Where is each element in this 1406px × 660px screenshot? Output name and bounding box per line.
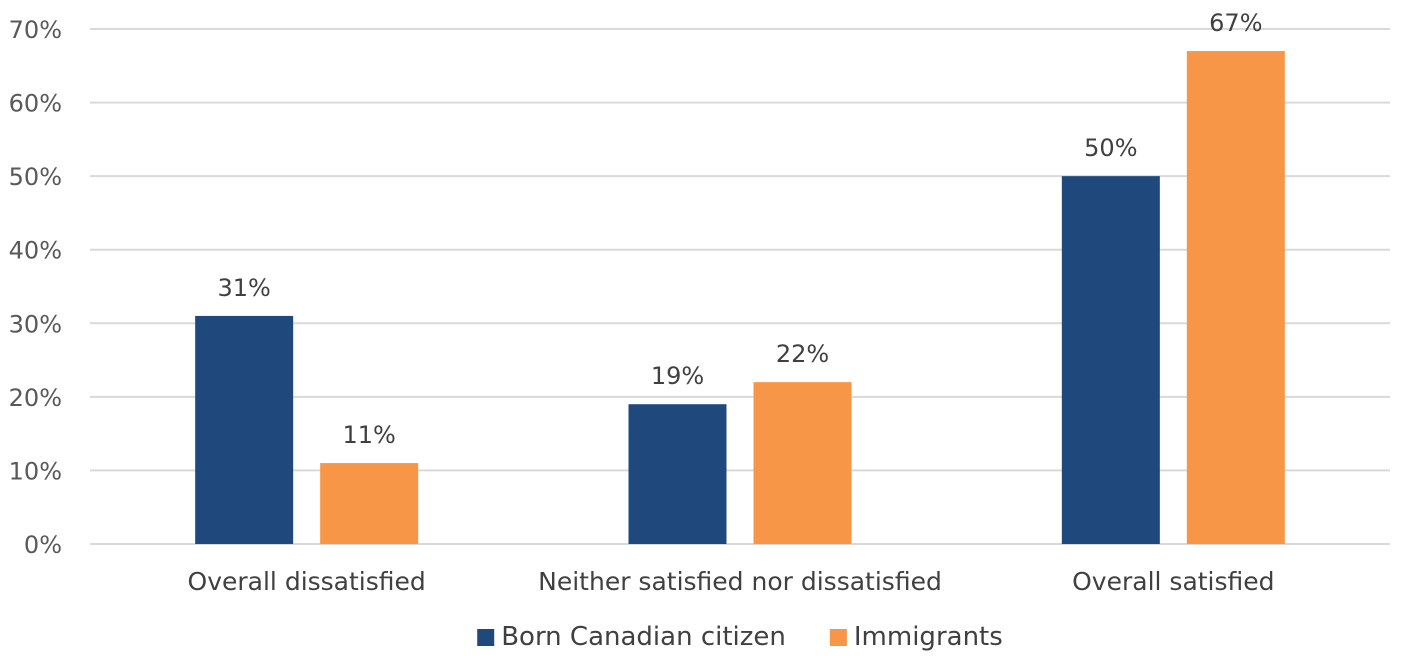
legend-label: Born Canadian citizen: [501, 622, 786, 652]
legend: Born Canadian citizen Immigrants: [477, 622, 1003, 652]
legend-swatch: [477, 629, 495, 646]
y-tick-label: 40%: [9, 237, 62, 265]
legend-label: Immigrants: [854, 622, 1003, 652]
bar: [753, 382, 852, 544]
data-label: 31%: [217, 274, 270, 302]
gridlines: [90, 28, 1390, 545]
bar: [1186, 51, 1285, 544]
legend-swatch: [829, 629, 847, 646]
bar: [1061, 176, 1160, 544]
data-label: 50%: [1084, 134, 1137, 162]
y-tick-label: 70%: [9, 16, 62, 44]
y-tick-label: 0%: [24, 531, 62, 559]
data-label: 67%: [1209, 9, 1262, 37]
bar: [320, 463, 419, 544]
y-axis-ticks: 0% 10% 20% 30% 40% 50% 60% 70%: [9, 16, 62, 559]
data-label: 19%: [651, 362, 704, 390]
bar: [628, 404, 727, 544]
x-category-label: Overall dissatisfied: [188, 567, 426, 596]
y-tick-label: 10%: [9, 457, 62, 485]
y-tick-label: 20%: [9, 384, 62, 412]
data-label: 22%: [776, 340, 829, 368]
bars: [195, 51, 1285, 544]
y-tick-label: 50%: [9, 163, 62, 191]
legend-item: Immigrants: [829, 622, 1003, 652]
x-category-label: Neither satisfied nor dissatisfied: [538, 567, 942, 596]
x-axis-categories: Overall dissatisfied Neither satisfied no…: [188, 567, 1275, 596]
bar: [195, 315, 294, 544]
y-tick-label: 60%: [9, 90, 62, 118]
x-category-label: Overall satisfied: [1072, 567, 1274, 596]
data-label: 11%: [342, 421, 395, 449]
legend-item: Born Canadian citizen: [477, 622, 786, 652]
data-labels: 31% 11% 19% 22% 50% 67%: [217, 9, 1262, 449]
y-tick-label: 30%: [9, 310, 62, 338]
